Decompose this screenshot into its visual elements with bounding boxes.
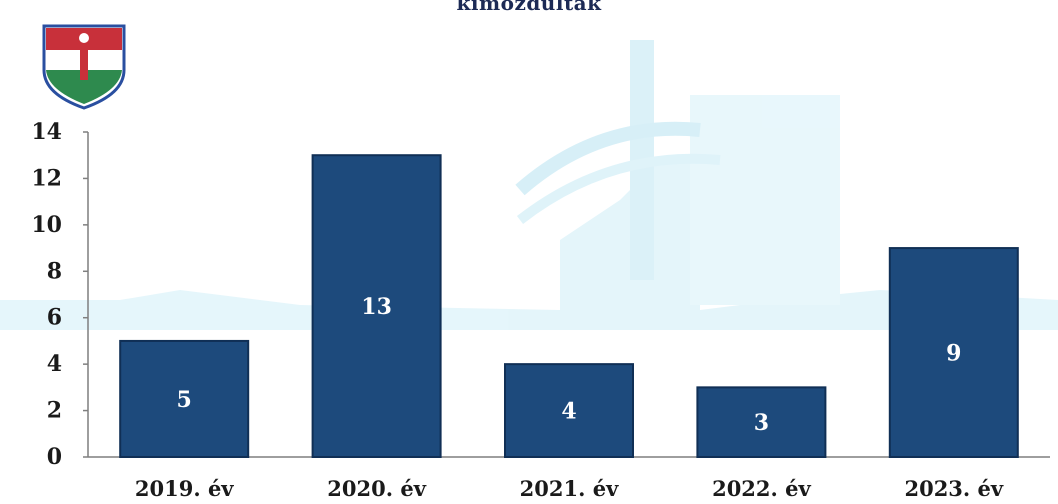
x-category-label: 2023. év [904,476,1003,501]
category-labels: 2019. év 2020. év 2021. év 2022. év 2023. év [135,476,1004,501]
y-tick-label: 14 [31,119,62,145]
bar-value-label: 13 [361,294,392,320]
bar [119,339,250,458]
bar-value-label: 5 [177,387,192,413]
y-tick-label: 12 [31,165,62,191]
y-tick-label: 2 [47,398,62,424]
x-category-label: 2022. év [712,476,811,501]
bar-value-label: 4 [561,399,576,425]
x-category-label: 2019. év [135,476,234,501]
y-tick-label: 0 [47,444,62,470]
y-tick-label: 6 [47,305,62,331]
bar-value-label: 9 [946,341,961,367]
bar [696,386,827,459]
bar [504,363,634,458]
bars [119,154,1019,459]
y-tick-label: 4 [47,351,62,377]
bar-value-labels: 5 13 4 3 9 [177,294,962,436]
page-title: kimozdultak [456,0,602,15]
x-category-label: 2021. év [520,476,619,501]
bar-value-label: 3 [754,410,769,436]
x-category-label: 2020. év [327,476,426,501]
bar [888,247,1019,458]
y-axis-ticks: 0 2 4 6 8 10 12 14 [31,119,88,470]
y-tick-label: 8 [47,258,62,284]
y-tick-label: 10 [31,212,62,238]
bar [311,154,442,458]
party-logo [42,24,126,110]
